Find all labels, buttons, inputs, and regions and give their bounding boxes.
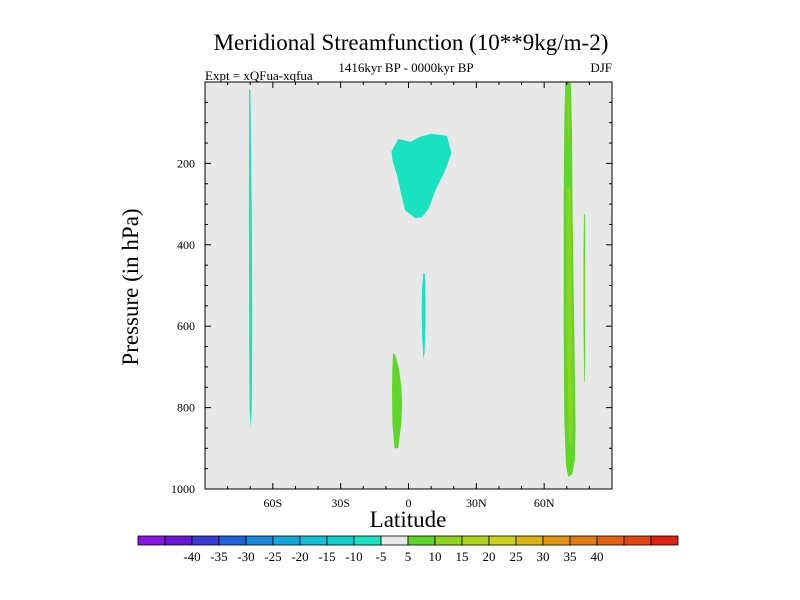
colorbar-label: 35: [564, 549, 577, 564]
y-tick-label: 600: [177, 319, 195, 333]
contour-yellowgreen-core-1: [566, 187, 573, 449]
colorbar-swatch: [434, 535, 463, 546]
colorbar-swatch: [623, 535, 652, 546]
colorbar-swatch: [488, 535, 517, 546]
contour-cyan-upper-cell: [391, 133, 452, 219]
colorbar-swatch: [164, 535, 193, 546]
x-tick-label: 60S: [263, 496, 282, 510]
colorbar-swatch: [299, 535, 328, 546]
colorbar-label: -40: [183, 549, 200, 564]
colorbar-label: 25: [510, 549, 523, 564]
colorbar-label: -5: [376, 549, 387, 564]
contour-cyan-sliver-south: [248, 90, 253, 428]
colorbar-label: -30: [237, 549, 254, 564]
colorbar-label: -35: [210, 549, 227, 564]
colorbar-label: 40: [591, 549, 604, 564]
colorbar-swatch: [542, 535, 571, 546]
x-axis-label: Latitude: [370, 507, 447, 532]
colorbar-label: 15: [456, 549, 469, 564]
experiment-label: Expt = xQFua-xqfua: [205, 68, 313, 83]
y-tick-label: 800: [177, 401, 195, 415]
colorbar: -40 -35 -30 -25 -20 -15 -10 -5 5 10 15 20 25 30 35 40: [137, 535, 679, 564]
chart-title: Meridional Streamfunction (10**9kg/m-2): [214, 30, 609, 55]
x-tick-label: 60N: [534, 496, 555, 510]
colorbar-swatch: [272, 535, 301, 546]
colorbar-label: -20: [291, 549, 308, 564]
plot-area: 60S 30S 0 30N 60N 200 400 600 800 1000: [171, 81, 613, 510]
x-tick-label: 30N: [466, 496, 487, 510]
x-tick-label: 0: [406, 496, 412, 510]
colorbar-swatch: [191, 535, 220, 546]
y-axis-label: Pressure (in hPa): [118, 208, 143, 365]
y-tick-label: 1000: [171, 482, 195, 496]
colorbar-label: 10: [429, 549, 442, 564]
colorbar-swatch: [218, 535, 247, 546]
season-label: DJF: [590, 60, 612, 75]
colorbar-label: -10: [345, 549, 362, 564]
contour-yellowgreen-sliver-core: [584, 261, 586, 327]
colorbar-swatch: [137, 535, 166, 546]
colorbar-label: 20: [483, 549, 496, 564]
colorbar-swatch: [515, 535, 544, 546]
colorbar-label: -25: [264, 549, 281, 564]
contour-cyan-mid-sliver: [421, 273, 426, 359]
colorbar-swatch: [407, 535, 436, 546]
colorbar-label: 5: [405, 549, 412, 564]
colorbar-swatch: [596, 535, 625, 546]
colorbar-swatch: [461, 535, 490, 546]
colorbar-swatch: [326, 535, 355, 546]
y-tick-label: 200: [177, 156, 195, 170]
colorbar-label: 30: [537, 549, 550, 564]
y-tick-label: 400: [177, 238, 195, 252]
colorbar-swatch: [380, 535, 409, 546]
colorbar-swatch: [650, 535, 679, 546]
contour-yellowgreen-core-2: [567, 96, 570, 144]
colorbar-swatch: [245, 535, 274, 546]
x-tick-label: 30S: [331, 496, 350, 510]
chart-subtitle: 1416kyr BP - 0000kyr BP: [338, 60, 473, 75]
colorbar-swatch: [353, 535, 382, 546]
contour-green-lower-cell: [392, 352, 403, 449]
colorbar-swatch: [569, 535, 598, 546]
colorbar-label: -15: [318, 549, 335, 564]
